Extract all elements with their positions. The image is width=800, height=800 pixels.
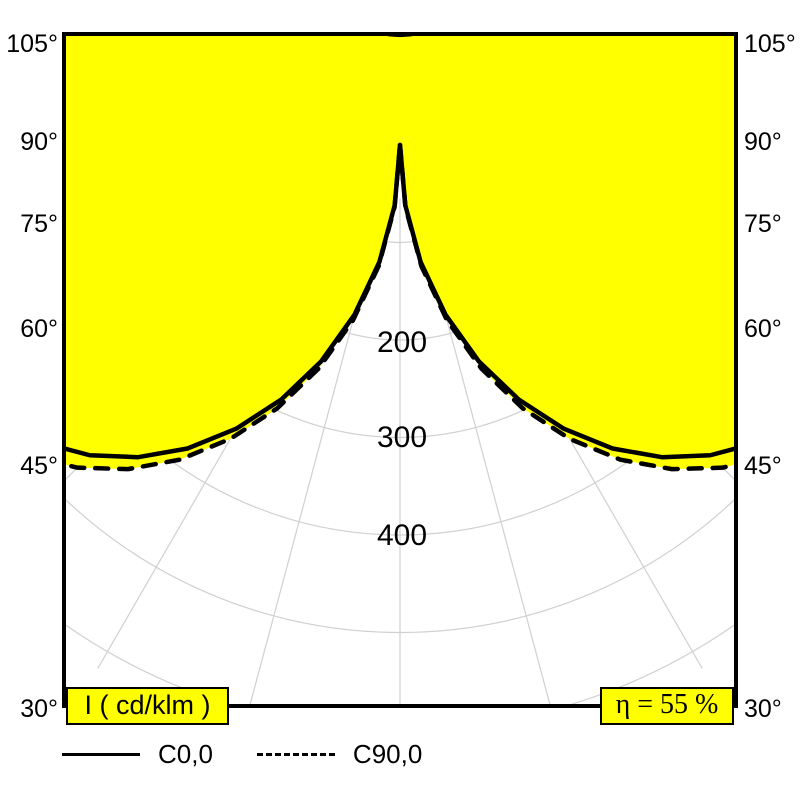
legend-swatch-solid-icon (62, 752, 140, 756)
angle-tick-right-3: 60° (744, 315, 782, 343)
intensity-unit-badge: I ( cd/klm ) (66, 687, 229, 725)
polar-plot-area: 200 300 400 (62, 32, 738, 708)
angle-tick-right-2: 75° (744, 210, 782, 238)
angle-tick-left-2: 75° (20, 210, 58, 238)
angle-tick-right-1: 90° (744, 128, 782, 156)
legend-entry-c0: C0,0 (62, 741, 213, 767)
angle-tick-left-4: 45° (20, 452, 58, 480)
radial-tick-label-300: 300 (377, 421, 427, 454)
legend-label-c90: C90,0 (352, 739, 423, 769)
radial-value-labels: 200 300 400 (377, 326, 427, 552)
polar-plot-svg: 200 300 400 (66, 36, 734, 704)
radial-tick-label-400: 400 (377, 519, 427, 552)
angle-tick-left-3: 60° (20, 315, 58, 343)
distribution-curves (66, 36, 734, 472)
legend-entry-c90: C90,0 (256, 739, 423, 769)
angle-tick-left-1: 90° (20, 128, 58, 156)
legend-label-c0: C0,0 (158, 739, 213, 769)
angle-tick-right-4: 45° (744, 452, 782, 480)
angle-tick-left-0: 105° (6, 30, 58, 58)
radial-tick-label-200: 200 (377, 326, 427, 359)
efficiency-badge: η = 55 % (600, 687, 734, 725)
curve-legend: C0,0 C90,0 (62, 735, 482, 773)
angle-tick-right-5: 30° (744, 695, 782, 723)
efficiency-label: η = 55 % (615, 689, 719, 720)
distribution-fill-C900 (66, 36, 734, 470)
intensity-unit-label: I ( cd/klm ) (84, 689, 211, 720)
legend-swatch-dashed-icon (256, 752, 335, 756)
angle-tick-left-5: 30° (20, 695, 58, 723)
angle-tick-right-0: 105° (744, 30, 796, 58)
